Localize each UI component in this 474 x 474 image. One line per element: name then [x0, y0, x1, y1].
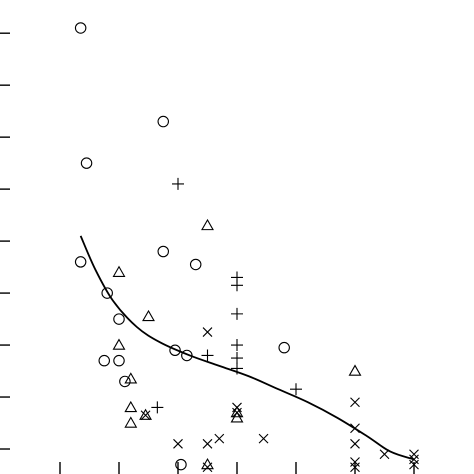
- circle-point-1: [80, 157, 93, 169]
- triangle-point-1: [112, 338, 126, 350]
- x-point-9: [350, 397, 360, 408]
- circle-point-14: [175, 458, 187, 471]
- x-point-7: [232, 407, 242, 418]
- x-point-8: [258, 433, 269, 444]
- plus-point-9: [290, 383, 302, 396]
- plus-point-2: [201, 349, 214, 362]
- x-point-13: [350, 462, 360, 473]
- triangle-point-0: [112, 265, 126, 277]
- triangle-point-10: [230, 411, 244, 423]
- circle-point-6: [113, 354, 125, 367]
- trend-curve: [79, 235, 415, 461]
- x-point-16: [409, 454, 419, 465]
- x-point-14: [379, 449, 390, 460]
- triangle-point-9: [230, 406, 244, 418]
- circle-point-2: [74, 256, 87, 268]
- x-point-15: [409, 449, 419, 460]
- x-point-5: [214, 433, 225, 444]
- axis-ticks: [0, 32, 415, 474]
- x-point-0: [140, 410, 151, 421]
- triangle-point-11: [348, 364, 362, 376]
- triangle-point-6: [139, 408, 152, 420]
- x-point-11: [350, 438, 360, 449]
- circle-point-8: [157, 115, 170, 128]
- triangle-point-4: [124, 416, 138, 428]
- x-point-12: [350, 457, 360, 467]
- plus-point-1: [151, 401, 164, 414]
- circle-point-7: [119, 375, 131, 388]
- triangle-point-3: [124, 400, 138, 413]
- x-point-4: [202, 462, 213, 473]
- plus-point-4: [231, 279, 243, 292]
- x-point-6: [232, 402, 242, 413]
- data-points: [74, 22, 419, 473]
- circle-point-4: [113, 313, 125, 325]
- circle-point-9: [157, 245, 170, 258]
- circle-point-0: [74, 22, 87, 34]
- circle-point-10: [169, 344, 181, 357]
- triangle-point-2: [124, 372, 138, 384]
- triangle-point-7: [201, 218, 214, 231]
- plus-point-5: [231, 307, 243, 320]
- x-point-1: [173, 438, 183, 449]
- circle-point-3: [101, 287, 113, 299]
- plus-point-6: [231, 339, 243, 352]
- circle-point-12: [189, 258, 202, 271]
- triangle-point-5: [142, 309, 155, 322]
- circle-point-13: [278, 341, 290, 354]
- circle-point-5: [98, 354, 111, 367]
- x-point-2: [202, 327, 213, 337]
- x-point-3: [202, 438, 213, 449]
- x-point-17: [409, 459, 419, 470]
- plus-point-7: [231, 352, 243, 365]
- plus-point-0: [172, 177, 184, 190]
